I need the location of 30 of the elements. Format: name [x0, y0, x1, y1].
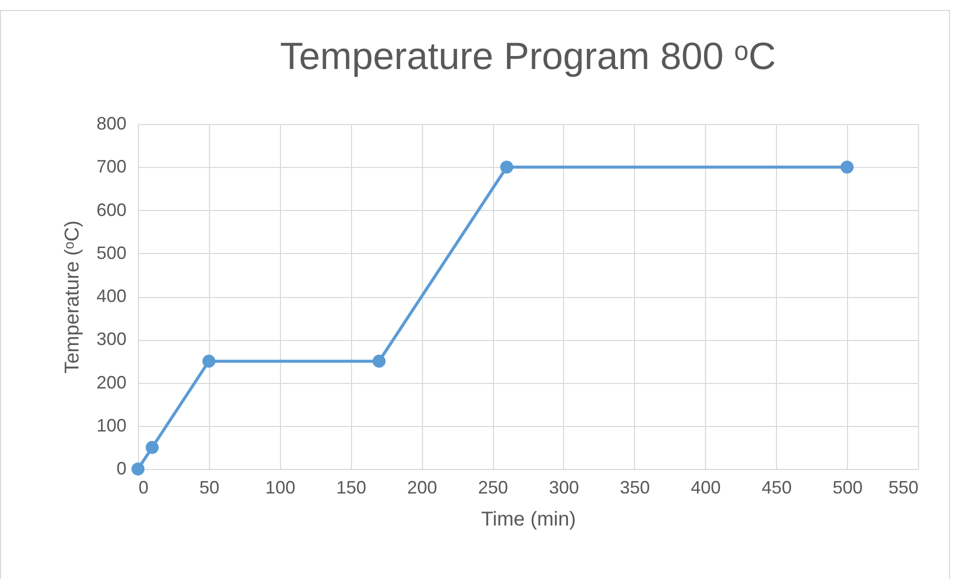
x-tick-label: 150: [336, 478, 366, 498]
y-tick-label: 500: [96, 242, 126, 263]
x-tick-label: 300: [548, 478, 579, 498]
point: [202, 354, 216, 368]
point: [840, 160, 854, 174]
x-tick-label: 500: [832, 478, 863, 498]
y-tick-label: 700: [96, 156, 126, 177]
x-tick-label: 100: [265, 478, 296, 498]
y-tick-label: 600: [96, 200, 126, 220]
x-axis-title: Time (min): [481, 508, 576, 530]
y-tick-label: 100: [96, 415, 126, 436]
point: [146, 440, 159, 454]
x-tick-label: 200: [407, 478, 438, 498]
point: [131, 462, 145, 476]
x-tick-label: 0: [138, 478, 149, 498]
x-tick-label: 250: [478, 478, 508, 498]
y-tick-label: 0: [116, 458, 126, 478]
x-tick-label: 450: [762, 478, 792, 498]
y-axis-title: Temperature (ᵒC): [61, 220, 84, 374]
x-tick-label: 550: [888, 478, 918, 498]
point: [372, 354, 386, 368]
y-tick-label: 800: [96, 114, 126, 134]
y-tick-label: 400: [96, 286, 126, 306]
x-tick-label: 50: [199, 478, 220, 498]
x-tick-label: 400: [690, 478, 721, 498]
x-tick-label: 350: [620, 478, 650, 498]
y-tick-label: 300: [96, 329, 126, 350]
chart-title: Temperature Program 800 ᵒC: [280, 36, 776, 78]
point: [500, 160, 514, 174]
y-tick-label: 200: [96, 372, 126, 392]
